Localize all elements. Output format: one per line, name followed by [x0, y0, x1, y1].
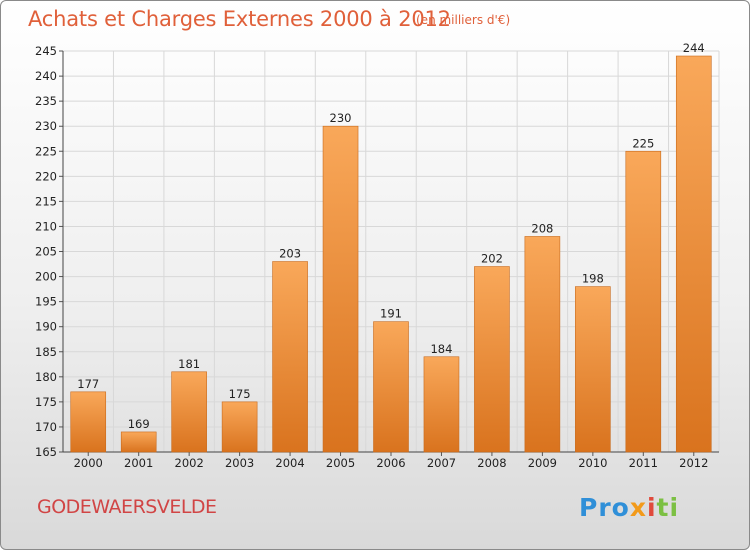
x-tick-label: 2009 [528, 456, 557, 470]
y-tick-label: 230 [35, 119, 57, 133]
y-tick-label: 175 [35, 395, 57, 409]
y-tick-label: 240 [35, 69, 57, 83]
bar-2000[interactable] [70, 391, 107, 453]
value-label: 177 [77, 377, 99, 391]
bar-2005[interactable] [322, 125, 359, 453]
x-tick-label: 2007 [427, 456, 456, 470]
x-tick-label: 2000 [74, 456, 103, 470]
value-label: 184 [430, 342, 452, 356]
bar-2008[interactable] [474, 266, 510, 453]
value-label: 202 [481, 252, 503, 266]
chart-unit: (en milliers d'€) [416, 13, 511, 27]
y-tick-label: 235 [35, 94, 57, 108]
bar-2004[interactable] [272, 261, 308, 453]
value-label: 169 [128, 417, 150, 431]
commune-name: GODEWAERSVELDE [37, 496, 217, 518]
y-tick-label: 180 [35, 370, 57, 384]
bar-2001[interactable] [120, 431, 157, 453]
bar-2007[interactable] [423, 356, 460, 453]
x-tick-label: 2001 [124, 456, 153, 470]
x-tick-label: 2004 [275, 456, 304, 470]
labels: 177 169 181 175 203 230 191 184 202 208 198 225 244 [77, 41, 704, 431]
y-tick-label: 200 [35, 270, 57, 284]
value-label: 175 [229, 387, 251, 401]
bars [70, 55, 712, 453]
logo-part-2: x [629, 493, 647, 522]
y-tick-label: 195 [35, 295, 57, 309]
value-label: 225 [632, 136, 654, 150]
logo-part-4: ti [656, 493, 680, 522]
logo-part-1: Pro [579, 493, 630, 522]
x-tick-label: 2002 [175, 456, 204, 470]
x-tick-label: 2005 [326, 456, 355, 470]
y-tick-label: 225 [35, 144, 57, 158]
y-tick-label: 220 [35, 169, 57, 183]
y-tick-label: 210 [35, 219, 57, 233]
bar-2006[interactable] [373, 321, 409, 453]
value-label: 244 [683, 41, 705, 55]
y-tick-label: 245 [35, 44, 57, 58]
y-tick-label: 205 [35, 245, 57, 259]
bar-2009[interactable] [524, 236, 561, 453]
value-label: 203 [279, 247, 301, 261]
value-label: 191 [380, 307, 402, 321]
x-tick-label: 2010 [578, 456, 607, 470]
y-tick-label: 185 [35, 345, 57, 359]
x-tick-label: 2003 [225, 456, 254, 470]
x-tick-label: 2011 [629, 456, 658, 470]
y-tick-label: 190 [35, 320, 57, 334]
bar-2011[interactable] [625, 150, 662, 453]
bar-2003[interactable] [221, 401, 258, 453]
chart-title: Achats et Charges Externes 2000 à 2012 [28, 7, 451, 31]
y-tick-label: 165 [35, 445, 57, 459]
logo-part-3: i [646, 493, 657, 522]
bar-2010[interactable] [575, 286, 611, 453]
x-tick-label: 2008 [477, 456, 506, 470]
bar-2002[interactable] [171, 371, 207, 453]
value-label: 198 [582, 272, 604, 286]
value-label: 208 [531, 221, 553, 235]
value-label: 181 [178, 357, 200, 371]
y-tick-label: 170 [35, 420, 57, 434]
bar-2012[interactable] [675, 55, 712, 453]
proxiti-logo[interactable]: Proxiti [579, 493, 679, 522]
x-tick-label: 2012 [679, 456, 708, 470]
axes: 165 170 175 180 185 190 195 200 205 210 215 220 225 2… [35, 44, 719, 470]
y-tick-label: 215 [35, 194, 57, 208]
value-label: 230 [330, 111, 352, 125]
x-tick-label: 2006 [376, 456, 405, 470]
